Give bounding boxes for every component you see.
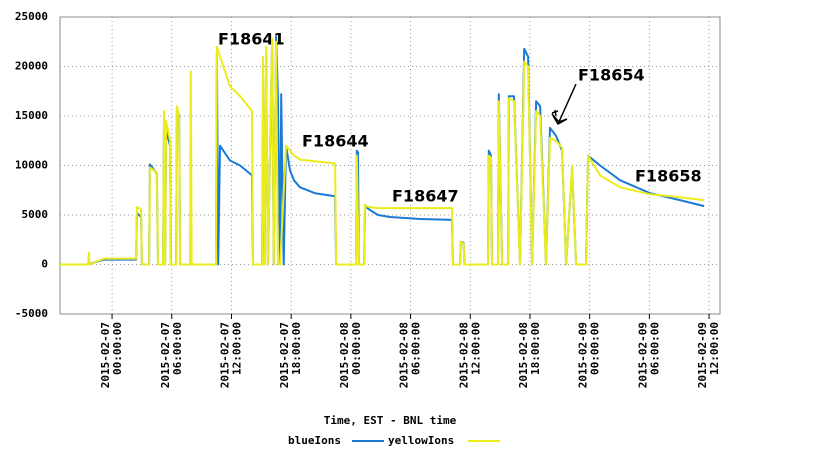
y-tick-label: 5000 (22, 208, 49, 221)
x-tick-label: 2015-02-0812:00:00 (457, 322, 482, 388)
legend-label: yellowIons (388, 434, 454, 447)
x-tick-label: 2015-02-0718:00:00 (278, 322, 303, 388)
x-tick-label: 2015-02-0912:00:00 (696, 322, 721, 388)
x-tick-label: 2015-02-0712:00:00 (218, 322, 243, 388)
annotation: F18647 (392, 187, 459, 206)
y-tick-label: 10000 (15, 159, 48, 172)
y-tick-label: 0 (41, 258, 48, 271)
annotation: F18641 (218, 30, 285, 49)
data-line (60, 37, 705, 266)
x-tick-label: 2015-02-0700:00:00 (99, 322, 124, 388)
annotation: F18654 (578, 66, 645, 85)
y-tick-label: 15000 (15, 109, 48, 122)
x-tick-label: 2015-02-0800:00:00 (338, 322, 363, 388)
x-tick-label: 2015-02-0706:00:00 (159, 322, 184, 388)
x-tick-label: 2015-02-0818:00:00 (517, 322, 542, 388)
annotation: F18644 (302, 132, 369, 151)
y-tick-label: -5000 (15, 307, 48, 320)
x-tick-label: 2015-02-0906:00:00 (636, 322, 661, 388)
x-tick-label: 2015-02-0900:00:00 (577, 322, 602, 388)
y-tick-label: 25000 (15, 10, 48, 23)
y-tick-label: 20000 (15, 60, 48, 73)
annotation-arrow (551, 83, 577, 126)
annotation: F18658 (635, 167, 702, 186)
legend-label: blueIons (288, 434, 341, 447)
plot-frame (59, 16, 721, 315)
x-axis-label: Time, EST - BNL time (324, 414, 457, 427)
x-tick-label: 2015-02-0806:00:00 (398, 322, 423, 388)
